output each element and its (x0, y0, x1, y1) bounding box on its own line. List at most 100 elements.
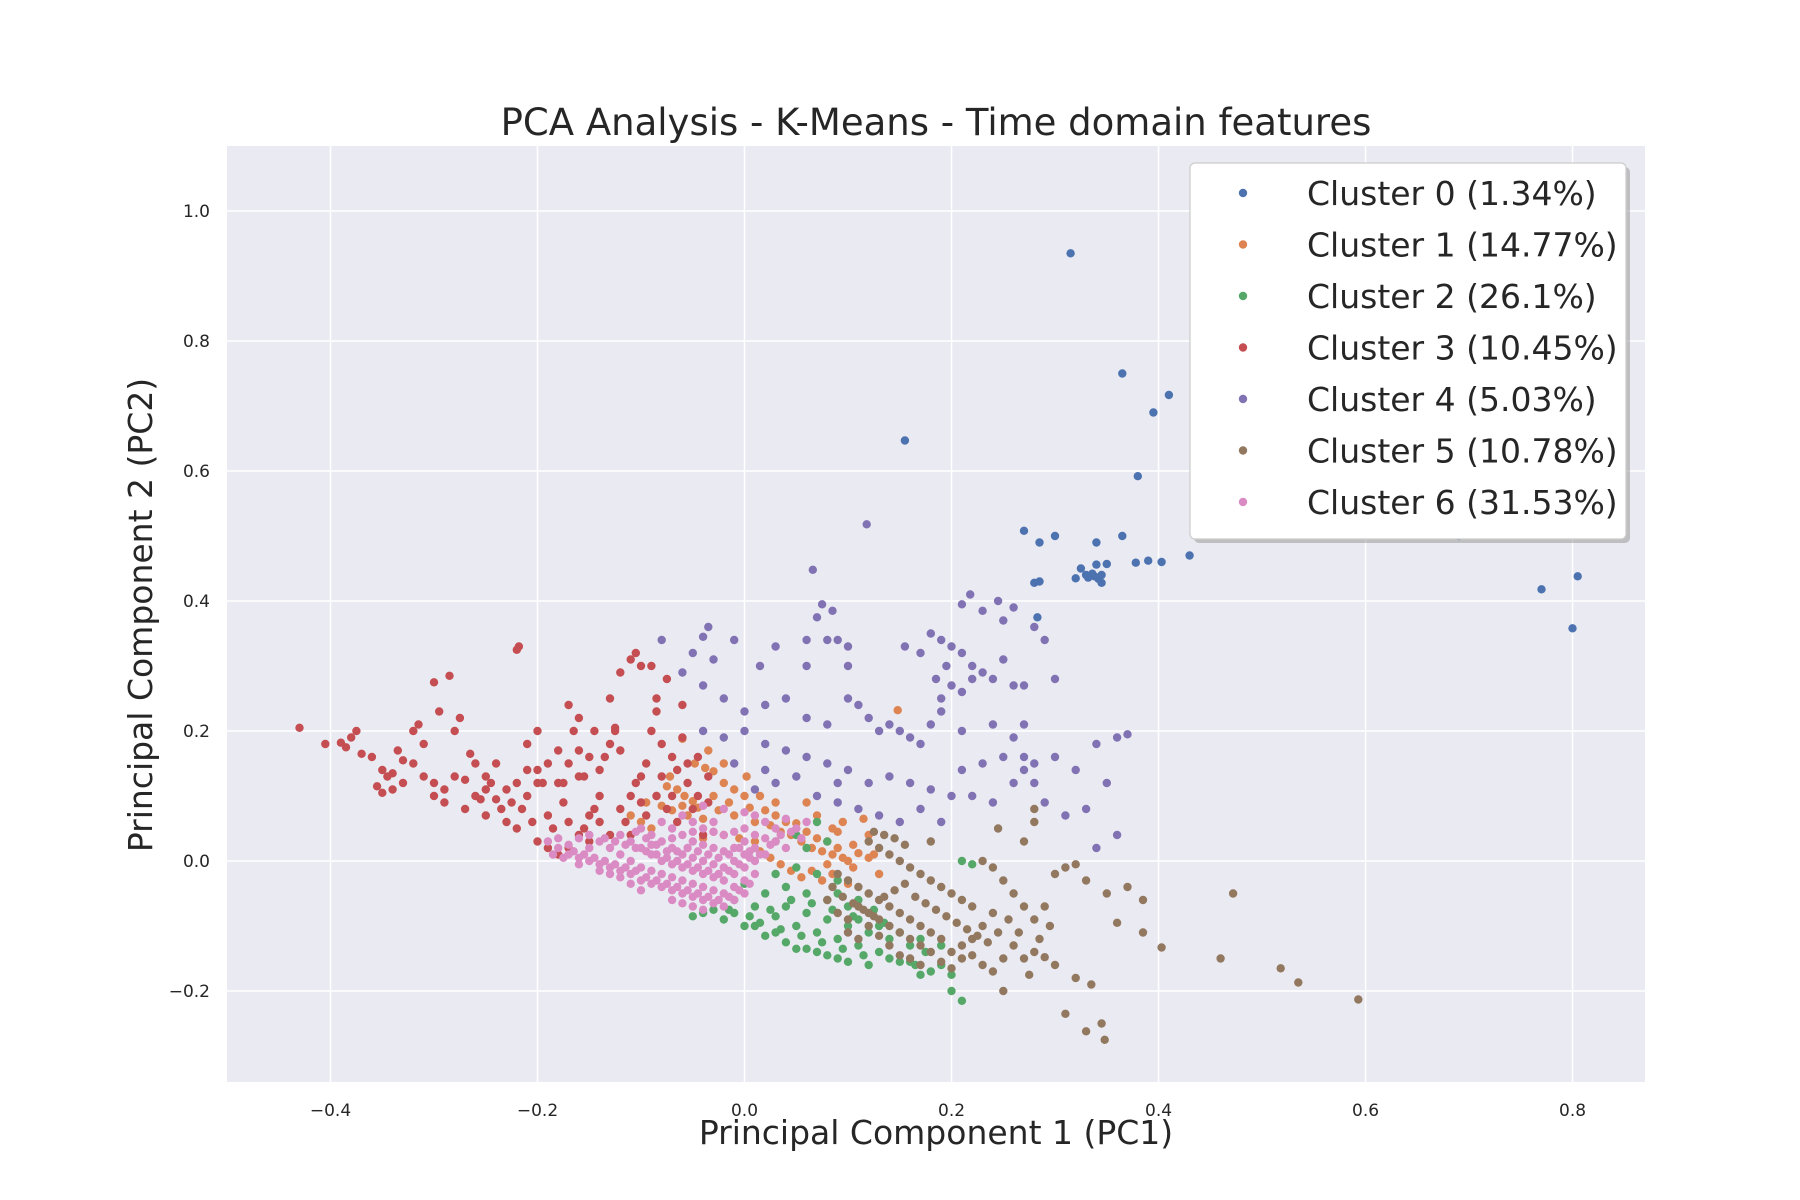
point-cluster-6 (657, 869, 666, 879)
point-cluster-5 (952, 918, 961, 927)
point-cluster-5 (937, 934, 946, 944)
point-cluster-5 (999, 876, 1008, 885)
point-cluster-5 (999, 954, 1008, 963)
point-cluster-6 (667, 834, 677, 843)
point-cluster-5 (947, 889, 956, 898)
point-cluster-3 (657, 772, 666, 781)
point-cluster-2 (750, 902, 760, 911)
point-cluster-4 (802, 752, 811, 762)
x-tick-label: 0.0 (731, 1101, 758, 1121)
point-cluster-1 (828, 850, 837, 859)
point-cluster-4 (704, 622, 713, 632)
point-cluster-1 (755, 791, 765, 801)
point-cluster-4 (926, 785, 935, 794)
point-cluster-1 (812, 811, 822, 820)
point-cluster-2 (802, 944, 811, 953)
point-cluster-0 (1066, 249, 1075, 258)
point-cluster-4 (792, 772, 801, 781)
point-cluster-4 (740, 707, 749, 716)
point-cluster-3 (590, 726, 599, 736)
point-cluster-6 (698, 856, 708, 866)
point-cluster-3 (626, 655, 635, 664)
point-cluster-3 (533, 837, 542, 846)
point-cluster-5 (869, 827, 879, 836)
point-cluster-3 (440, 798, 449, 807)
point-cluster-1 (626, 811, 635, 820)
point-cluster-3 (409, 726, 418, 736)
point-cluster-6 (642, 847, 651, 856)
point-cluster-2 (688, 912, 697, 921)
point-cluster-1 (688, 797, 697, 806)
point-cluster-5 (921, 899, 930, 908)
y-tick-labels: −0.2 0.0 0.2 0.4 0.6 0.8 1.0 (169, 202, 210, 1002)
point-cluster-5 (968, 902, 977, 911)
point-cluster-4 (1009, 733, 1018, 742)
point-cluster-6 (683, 860, 692, 869)
point-cluster-3 (502, 785, 511, 794)
point-cluster-5 (1019, 954, 1029, 963)
point-cluster-3 (642, 811, 651, 820)
point-cluster-5 (833, 869, 842, 879)
point-cluster-3 (569, 726, 578, 736)
point-cluster-6 (662, 853, 672, 862)
point-cluster-4 (947, 642, 956, 651)
point-cluster-5 (1061, 863, 1070, 872)
point-cluster-2 (905, 941, 915, 950)
point-cluster-6 (678, 876, 687, 885)
point-cluster-5 (1123, 882, 1132, 892)
point-cluster-5 (978, 960, 987, 970)
point-cluster-2 (781, 882, 791, 892)
x-tick-label: −0.4 (310, 1101, 351, 1121)
point-cluster-3 (698, 830, 708, 840)
y-tick-label: 1.0 (183, 202, 210, 222)
point-cluster-6 (761, 817, 770, 827)
point-cluster-5 (978, 921, 987, 931)
point-cluster-0 (1076, 564, 1086, 573)
point-cluster-5 (838, 892, 847, 901)
point-cluster-5 (1294, 978, 1303, 987)
legend: Cluster 0 (1.34%) Cluster 1 (14.77%) Clust… (1189, 162, 1630, 543)
point-cluster-6 (543, 837, 553, 846)
point-cluster-5 (973, 931, 982, 940)
point-cluster-5 (890, 886, 899, 895)
x-axis-label: Principal Component 1 (PC1) (699, 1113, 1173, 1152)
point-cluster-4 (709, 655, 718, 664)
point-cluster-5 (911, 892, 920, 901)
point-cluster-4 (1030, 622, 1039, 632)
point-cluster-2 (885, 954, 894, 963)
point-cluster-4 (1112, 733, 1122, 742)
point-cluster-6 (714, 853, 723, 862)
point-cluster-6 (693, 847, 703, 856)
point-cluster-5 (978, 856, 987, 866)
point-cluster-2 (771, 928, 780, 937)
point-cluster-5 (926, 928, 935, 937)
point-cluster-3 (616, 668, 625, 677)
point-cluster-3 (642, 759, 651, 768)
point-cluster-3 (673, 765, 682, 775)
point-cluster-5 (1050, 960, 1060, 970)
point-cluster-4 (817, 600, 827, 609)
point-cluster-6 (564, 840, 573, 849)
point-cluster-1 (761, 806, 770, 815)
point-cluster-5 (1030, 817, 1039, 827)
point-cluster-4 (916, 739, 925, 749)
point-cluster-5 (1025, 970, 1034, 979)
point-cluster-6 (698, 905, 708, 914)
point-cluster-6 (579, 850, 589, 859)
point-cluster-6 (683, 843, 692, 853)
point-cluster-4 (843, 642, 853, 651)
point-cluster-3 (419, 739, 428, 749)
point-cluster-3 (564, 817, 573, 827)
point-cluster-6 (616, 850, 625, 859)
point-cluster-6 (605, 843, 615, 853)
point-cluster-4 (988, 798, 998, 807)
point-cluster-1 (833, 843, 842, 853)
point-cluster-0 (1092, 560, 1101, 569)
point-cluster-2 (947, 970, 956, 979)
point-cluster-5 (885, 850, 894, 859)
point-cluster-3 (683, 778, 692, 788)
point-cluster-3 (647, 661, 656, 671)
point-cluster-2 (823, 951, 832, 960)
point-cluster-1 (719, 778, 728, 788)
point-cluster-3 (429, 678, 439, 687)
